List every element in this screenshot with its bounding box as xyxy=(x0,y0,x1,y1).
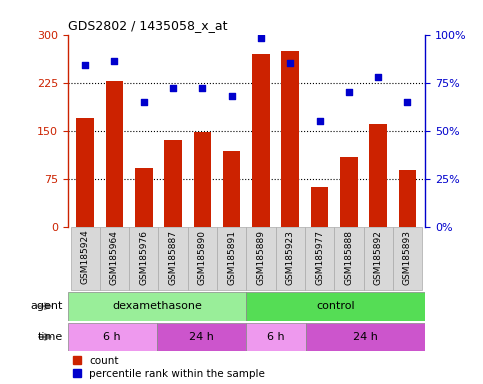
Text: GSM185889: GSM185889 xyxy=(256,230,266,285)
Text: GDS2802 / 1435058_x_at: GDS2802 / 1435058_x_at xyxy=(68,19,227,32)
FancyBboxPatch shape xyxy=(305,227,334,290)
Point xyxy=(199,85,206,91)
Bar xyxy=(194,132,211,227)
FancyBboxPatch shape xyxy=(246,323,306,351)
Text: GSM185923: GSM185923 xyxy=(286,230,295,285)
Point xyxy=(169,85,177,91)
FancyBboxPatch shape xyxy=(68,292,246,321)
Bar xyxy=(282,51,299,227)
FancyBboxPatch shape xyxy=(334,227,364,290)
FancyBboxPatch shape xyxy=(68,323,157,351)
Point xyxy=(286,60,294,66)
Bar xyxy=(164,140,182,227)
Text: GSM185964: GSM185964 xyxy=(110,230,119,285)
Text: GSM185890: GSM185890 xyxy=(198,230,207,285)
Bar xyxy=(76,118,94,227)
FancyBboxPatch shape xyxy=(129,227,158,290)
Bar xyxy=(311,187,328,227)
Text: 6 h: 6 h xyxy=(103,332,121,342)
Text: GSM185924: GSM185924 xyxy=(81,230,90,285)
Bar xyxy=(223,151,241,227)
Legend: count, percentile rank within the sample: count, percentile rank within the sample xyxy=(73,356,265,379)
Bar xyxy=(135,168,153,227)
FancyBboxPatch shape xyxy=(364,227,393,290)
FancyBboxPatch shape xyxy=(157,323,246,351)
Text: time: time xyxy=(38,332,63,342)
FancyBboxPatch shape xyxy=(276,227,305,290)
FancyBboxPatch shape xyxy=(306,323,425,351)
Text: 6 h: 6 h xyxy=(267,332,285,342)
FancyBboxPatch shape xyxy=(246,227,276,290)
Point xyxy=(345,89,353,95)
Point xyxy=(316,118,324,124)
Text: 24 h: 24 h xyxy=(353,332,378,342)
Text: control: control xyxy=(316,301,355,311)
Text: GSM185891: GSM185891 xyxy=(227,230,236,285)
FancyBboxPatch shape xyxy=(246,292,425,321)
Text: GSM185893: GSM185893 xyxy=(403,230,412,285)
Bar xyxy=(252,54,270,227)
FancyBboxPatch shape xyxy=(217,227,246,290)
Text: 24 h: 24 h xyxy=(189,332,214,342)
Text: agent: agent xyxy=(30,301,63,311)
Point xyxy=(81,62,89,68)
Point xyxy=(228,93,236,99)
Text: GSM185977: GSM185977 xyxy=(315,230,324,285)
Bar xyxy=(340,157,357,227)
Point xyxy=(140,99,148,105)
Point xyxy=(257,35,265,41)
Point xyxy=(404,99,412,105)
Text: GSM185888: GSM185888 xyxy=(344,230,354,285)
Bar xyxy=(369,124,387,227)
FancyBboxPatch shape xyxy=(158,227,188,290)
Text: dexamethasone: dexamethasone xyxy=(112,301,202,311)
Text: GSM185892: GSM185892 xyxy=(374,230,383,285)
FancyBboxPatch shape xyxy=(100,227,129,290)
Text: GSM185887: GSM185887 xyxy=(169,230,178,285)
FancyBboxPatch shape xyxy=(71,227,100,290)
Bar xyxy=(398,170,416,227)
FancyBboxPatch shape xyxy=(188,227,217,290)
Bar xyxy=(106,81,123,227)
Point xyxy=(111,58,118,65)
Text: GSM185976: GSM185976 xyxy=(139,230,148,285)
FancyBboxPatch shape xyxy=(393,227,422,290)
Point xyxy=(374,74,382,80)
